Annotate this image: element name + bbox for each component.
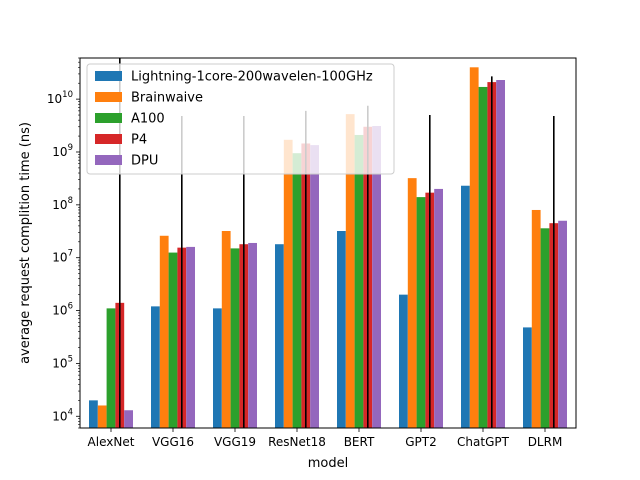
x-tick-label: AlexNet (88, 435, 135, 449)
y-tick-label: 108 (52, 196, 73, 212)
bar-vgg19-lightning-1core-200wavelen-100ghz (213, 308, 222, 428)
bar-bert-dpu (372, 126, 381, 429)
x-axis-ticks: AlexNet VGG16 VGG19 ResNet18 BERT GPT2 ChatGPT… (88, 428, 563, 449)
legend-label: Brainwaive (131, 91, 203, 106)
y-tick-label: 104 (52, 407, 73, 423)
y-tick-label: 1010 (47, 90, 73, 106)
bar-vgg16-a100 (168, 252, 178, 428)
bar-vgg19-brainwaive (221, 231, 231, 428)
y-tick-label: 105 (52, 354, 73, 370)
bar-dlrm-lightning-1core-200wavelen-100ghz (523, 327, 532, 428)
x-tick-label: BERT (344, 435, 375, 449)
y-axis-ticks: 104 105 106 107 108 109 1010 (47, 57, 80, 429)
y-axis-label: average request complition time (ns) (18, 122, 33, 364)
bar-alexnet-brainwaive (97, 405, 107, 428)
x-tick-label: ChatGPT (457, 435, 510, 449)
bar-gpt2-lightning-1core-200wavelen-100ghz (399, 294, 408, 428)
legend-swatch (95, 92, 122, 102)
legend-label: A100 (131, 112, 165, 127)
y-tick-label: 107 (52, 249, 73, 265)
bar-vgg16-dpu (186, 246, 195, 428)
legend-label: P4 (131, 133, 147, 148)
legend-swatch (95, 113, 122, 123)
legend-label: DPU (131, 154, 158, 169)
bar-resnet18-brainwaive (283, 139, 293, 428)
bar-bert-a100 (354, 134, 364, 428)
legend-swatch (95, 134, 122, 144)
bar-bert-brainwaive (345, 114, 355, 428)
bar-chatgpt-brainwaive (469, 67, 479, 428)
bar-resnet18-a100 (292, 153, 302, 429)
legend-box (86, 63, 395, 175)
bar-dlrm-dpu (558, 220, 567, 428)
bar-resnet18-dpu (310, 145, 319, 428)
x-tick-label: ResNet18 (268, 435, 326, 449)
bar-vgg16-brainwaive (159, 235, 169, 428)
bar-alexnet-dpu (124, 410, 133, 428)
bar-chatgpt-a100 (478, 86, 488, 428)
legend: Lightning-1core-200wavelen-100GHz Brainwa… (86, 63, 395, 175)
bar-bert-lightning-1core-200wavelen-100ghz (337, 231, 346, 428)
bar-chatgpt-lightning-1core-200wavelen-100ghz (461, 185, 470, 428)
x-tick-label: VGG19 (214, 435, 256, 449)
bar-gpt2-a100 (416, 197, 426, 428)
bar-vgg19-dpu (248, 242, 257, 428)
x-tick-label: GPT2 (405, 435, 437, 449)
bar-gpt2-brainwaive (407, 178, 417, 428)
bar-resnet18-lightning-1core-200wavelen-100ghz (275, 244, 284, 428)
bar-chatgpt-dpu (496, 80, 505, 428)
bar-dlrm-brainwaive (531, 209, 541, 428)
bar-dlrm-a100 (540, 228, 550, 428)
bar-vgg19-a100 (230, 248, 240, 428)
legend-swatch (95, 71, 122, 81)
bar-alexnet-lightning-1core-200wavelen-100ghz (89, 400, 98, 428)
x-axis-label: model (308, 456, 348, 471)
legend-swatch (95, 155, 122, 165)
bar-gpt2-dpu (434, 188, 443, 428)
y-tick-label: 109 (52, 143, 73, 159)
x-tick-label: VGG16 (152, 435, 194, 449)
plot-frame (79, 57, 577, 429)
bar-vgg16-lightning-1core-200wavelen-100ghz (151, 306, 160, 428)
x-tick-label: DLRM (528, 435, 563, 449)
legend-label: Lightning-1core-200wavelen-100GHz (131, 70, 373, 85)
bar-alexnet-a100 (106, 308, 116, 428)
y-tick-label: 106 (52, 302, 73, 318)
